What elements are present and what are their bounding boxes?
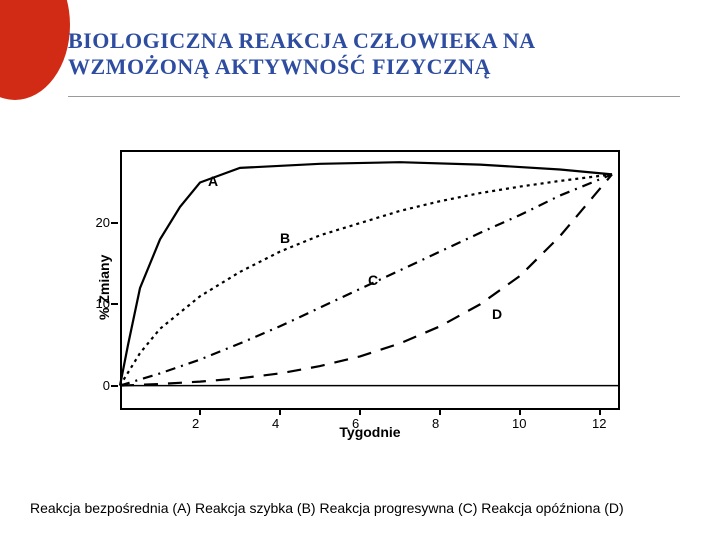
slide: BIOLOGICZNA REAKCJA CZŁOWIEKA NA WZMOŻON…: [0, 0, 720, 540]
page-title: BIOLOGICZNA REAKCJA CZŁOWIEKA NA WZMOŻON…: [68, 28, 680, 80]
series-b-label: B: [280, 230, 290, 246]
x-tick-mark: [519, 408, 521, 415]
x-tick-mark: [599, 408, 601, 415]
x-tick-mark: [439, 408, 441, 415]
x-tick-mark: [279, 408, 281, 415]
y-tick-label: 10: [86, 296, 110, 311]
x-tick-mark: [199, 408, 201, 415]
caption: Reakcja bezpośrednia (A) Reakcja szybka …: [0, 500, 720, 516]
title-rule: [68, 96, 680, 97]
series-d-line: [120, 174, 612, 385]
chart: 24681012 01020 A B C D: [120, 150, 620, 410]
series-c-label: C: [368, 272, 378, 288]
series-a-line: [120, 162, 612, 385]
accent-shape: [0, 0, 70, 100]
y-tick-label: 0: [86, 378, 110, 393]
y-tick-mark: [111, 385, 118, 387]
y-tick-mark: [111, 222, 118, 224]
x-axis-title: Tygodnie: [120, 424, 620, 440]
series-a-label: A: [208, 173, 218, 189]
y-tick-mark: [111, 303, 118, 305]
x-tick-mark: [359, 408, 361, 415]
series-d-label: D: [492, 306, 502, 322]
y-tick-label: 20: [86, 215, 110, 230]
